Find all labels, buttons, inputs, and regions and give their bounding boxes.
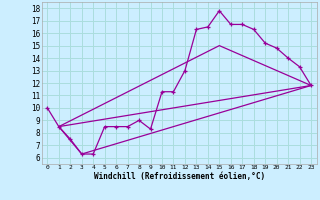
- X-axis label: Windchill (Refroidissement éolien,°C): Windchill (Refroidissement éolien,°C): [94, 172, 265, 181]
